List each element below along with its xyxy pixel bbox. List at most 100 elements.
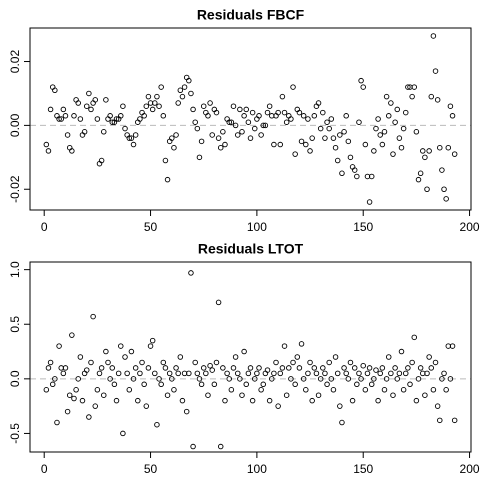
point [400, 387, 407, 393]
point [332, 144, 339, 151]
point [351, 365, 358, 371]
point [271, 370, 277, 377]
point [317, 125, 324, 132]
point [156, 103, 162, 109]
point [305, 116, 311, 122]
point [449, 113, 456, 119]
point [379, 365, 386, 371]
point [56, 343, 62, 349]
point [143, 403, 150, 409]
point [77, 116, 84, 122]
point [209, 367, 215, 373]
point [132, 365, 139, 371]
point [196, 376, 203, 382]
point [356, 119, 362, 125]
point [275, 109, 281, 116]
point [145, 93, 152, 100]
point [92, 403, 98, 409]
point [64, 132, 71, 138]
point [228, 387, 235, 393]
point [298, 341, 305, 347]
point [118, 113, 124, 119]
point [349, 397, 356, 404]
point [145, 365, 152, 371]
point [181, 84, 188, 90]
point [356, 370, 362, 377]
point [315, 100, 322, 106]
point [98, 365, 105, 371]
point [315, 392, 322, 398]
point [403, 370, 409, 377]
point [417, 365, 424, 371]
point [175, 100, 181, 106]
y-tick-label: 0.02 [8, 50, 22, 74]
x-tick-label: 50 [144, 220, 158, 234]
point [424, 370, 430, 377]
point [234, 370, 241, 377]
point [101, 392, 107, 398]
point [330, 387, 337, 393]
point [71, 113, 77, 119]
point [149, 337, 156, 344]
point [358, 77, 364, 84]
point [160, 359, 167, 366]
point [230, 365, 237, 371]
point [173, 365, 179, 371]
point [300, 113, 307, 119]
plot-frame [29, 27, 472, 211]
point [415, 176, 422, 183]
point [194, 370, 201, 377]
point [375, 116, 381, 122]
point [109, 365, 116, 371]
point [394, 106, 400, 113]
point [290, 359, 296, 366]
point [207, 100, 213, 106]
point [426, 148, 432, 154]
point [111, 381, 118, 388]
point [90, 313, 96, 320]
point [166, 370, 173, 377]
point [226, 119, 232, 125]
point [366, 365, 373, 371]
point [375, 397, 381, 404]
point [228, 119, 235, 125]
point [79, 397, 86, 404]
point [428, 365, 435, 371]
plot-frame [29, 261, 472, 453]
point [154, 93, 160, 100]
point [368, 173, 375, 180]
point [283, 392, 290, 398]
x-tick-label: 50 [144, 462, 158, 476]
point [179, 93, 186, 100]
point [311, 365, 318, 371]
point [86, 414, 92, 420]
point [64, 408, 71, 415]
point [47, 359, 54, 366]
point [198, 138, 205, 145]
point [411, 334, 418, 341]
point [451, 151, 458, 157]
point [292, 381, 298, 388]
point [381, 129, 388, 135]
point [341, 365, 347, 371]
point [407, 381, 413, 388]
point [371, 148, 377, 154]
point [258, 132, 264, 138]
point [326, 125, 332, 132]
point [258, 387, 264, 393]
point [447, 376, 454, 382]
point [281, 343, 288, 349]
point [409, 93, 415, 100]
point [249, 109, 256, 116]
point [243, 106, 249, 113]
point [126, 135, 133, 141]
point [192, 119, 198, 125]
point [411, 84, 418, 90]
point [115, 370, 122, 377]
point [281, 109, 288, 116]
point [56, 116, 62, 122]
point [328, 116, 335, 122]
point [239, 129, 245, 135]
y-tick-label: 0.0 [8, 370, 22, 387]
point [256, 113, 262, 119]
